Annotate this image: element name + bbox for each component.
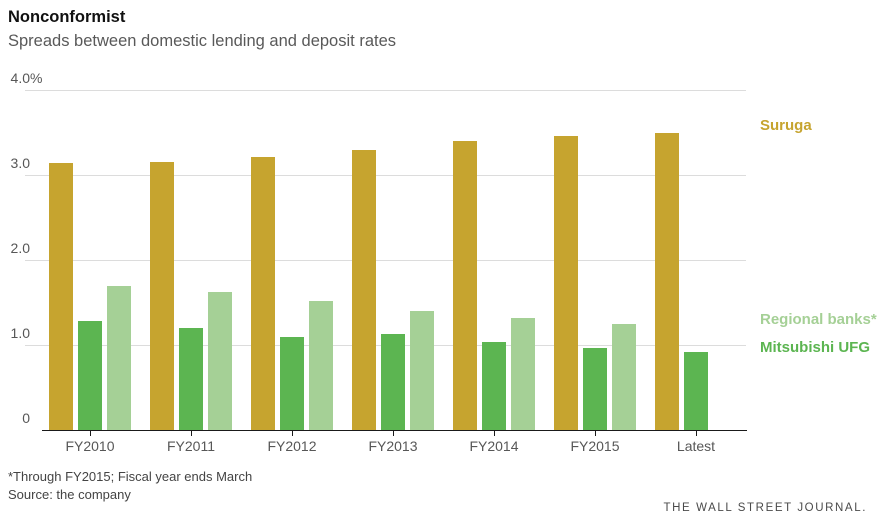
x-axis-label: FY2014 xyxy=(469,438,519,454)
bar-suruga xyxy=(453,141,477,430)
bar-suruga xyxy=(554,135,578,430)
x-axis-label: FY2010 xyxy=(65,438,115,454)
bar-regional-banks xyxy=(107,285,131,430)
x-axis-tick xyxy=(696,430,697,436)
y-axis-tick-number: 0 xyxy=(22,410,30,426)
footnote-note: *Through FY2015; Fiscal year ends March xyxy=(8,469,253,484)
y-axis-tick-label: 3.0 xyxy=(8,155,30,173)
bar-regional-banks xyxy=(410,311,434,430)
bar-mitsubishi-ufg xyxy=(482,342,506,430)
x-axis-tick xyxy=(292,430,293,436)
x-axis-tick xyxy=(393,430,394,436)
y-axis-unit-suffix: % xyxy=(30,70,43,86)
gridline xyxy=(25,175,746,176)
y-axis-tick-label: 0 xyxy=(8,410,30,428)
bar-mitsubishi-ufg xyxy=(280,336,304,430)
y-axis-tick-label: 4.0% xyxy=(8,70,43,88)
gridline xyxy=(25,90,746,91)
x-axis-tick xyxy=(595,430,596,436)
x-axis-label: FY2015 xyxy=(570,438,620,454)
y-axis-tick-number: 3.0 xyxy=(10,155,30,171)
x-axis-tick xyxy=(90,430,91,436)
bar-suruga xyxy=(251,157,275,430)
bar-regional-banks xyxy=(309,300,333,430)
chart-title: Nonconformist xyxy=(8,8,126,26)
x-axis-tick xyxy=(494,430,495,436)
x-axis-label: FY2013 xyxy=(368,438,418,454)
footnote-source: Source: the company xyxy=(8,487,131,502)
x-axis-label: FY2012 xyxy=(267,438,317,454)
legend-label-regional-banks: Regional banks* xyxy=(760,311,877,328)
bar-suruga xyxy=(352,149,376,430)
x-axis-label: FY2011 xyxy=(167,438,215,454)
bar-regional-banks xyxy=(511,317,535,430)
y-axis-tick-number: 1.0 xyxy=(10,325,30,341)
gridline xyxy=(25,260,746,261)
bar-mitsubishi-ufg xyxy=(78,321,102,430)
y-axis-tick-label: 2.0 xyxy=(8,240,30,258)
y-axis-tick-number: 2.0 xyxy=(10,240,30,256)
y-axis-tick-label: 1.0 xyxy=(8,325,30,343)
bar-suruga xyxy=(150,162,174,430)
legend-label-suruga: Suruga xyxy=(760,117,812,134)
x-axis-line xyxy=(42,430,747,431)
x-axis-label: Latest xyxy=(676,438,716,454)
bar-suruga xyxy=(49,163,73,430)
bar-mitsubishi-ufg xyxy=(583,348,607,430)
bar-regional-banks xyxy=(208,292,232,430)
y-axis-tick-number: 4.0 xyxy=(10,70,30,86)
chart-subtitle: Spreads between domestic lending and dep… xyxy=(8,32,396,50)
bar-mitsubishi-ufg xyxy=(684,351,708,430)
bar-regional-banks xyxy=(612,323,636,430)
bar-suruga xyxy=(655,132,679,430)
legend-label-mitsubishi-ufg: Mitsubishi UFG xyxy=(760,339,870,356)
x-axis-tick xyxy=(191,430,192,436)
wsj-logo: THE WALL STREET JOURNAL. xyxy=(663,502,867,514)
bar-mitsubishi-ufg xyxy=(179,328,203,430)
bar-mitsubishi-ufg xyxy=(381,333,405,430)
